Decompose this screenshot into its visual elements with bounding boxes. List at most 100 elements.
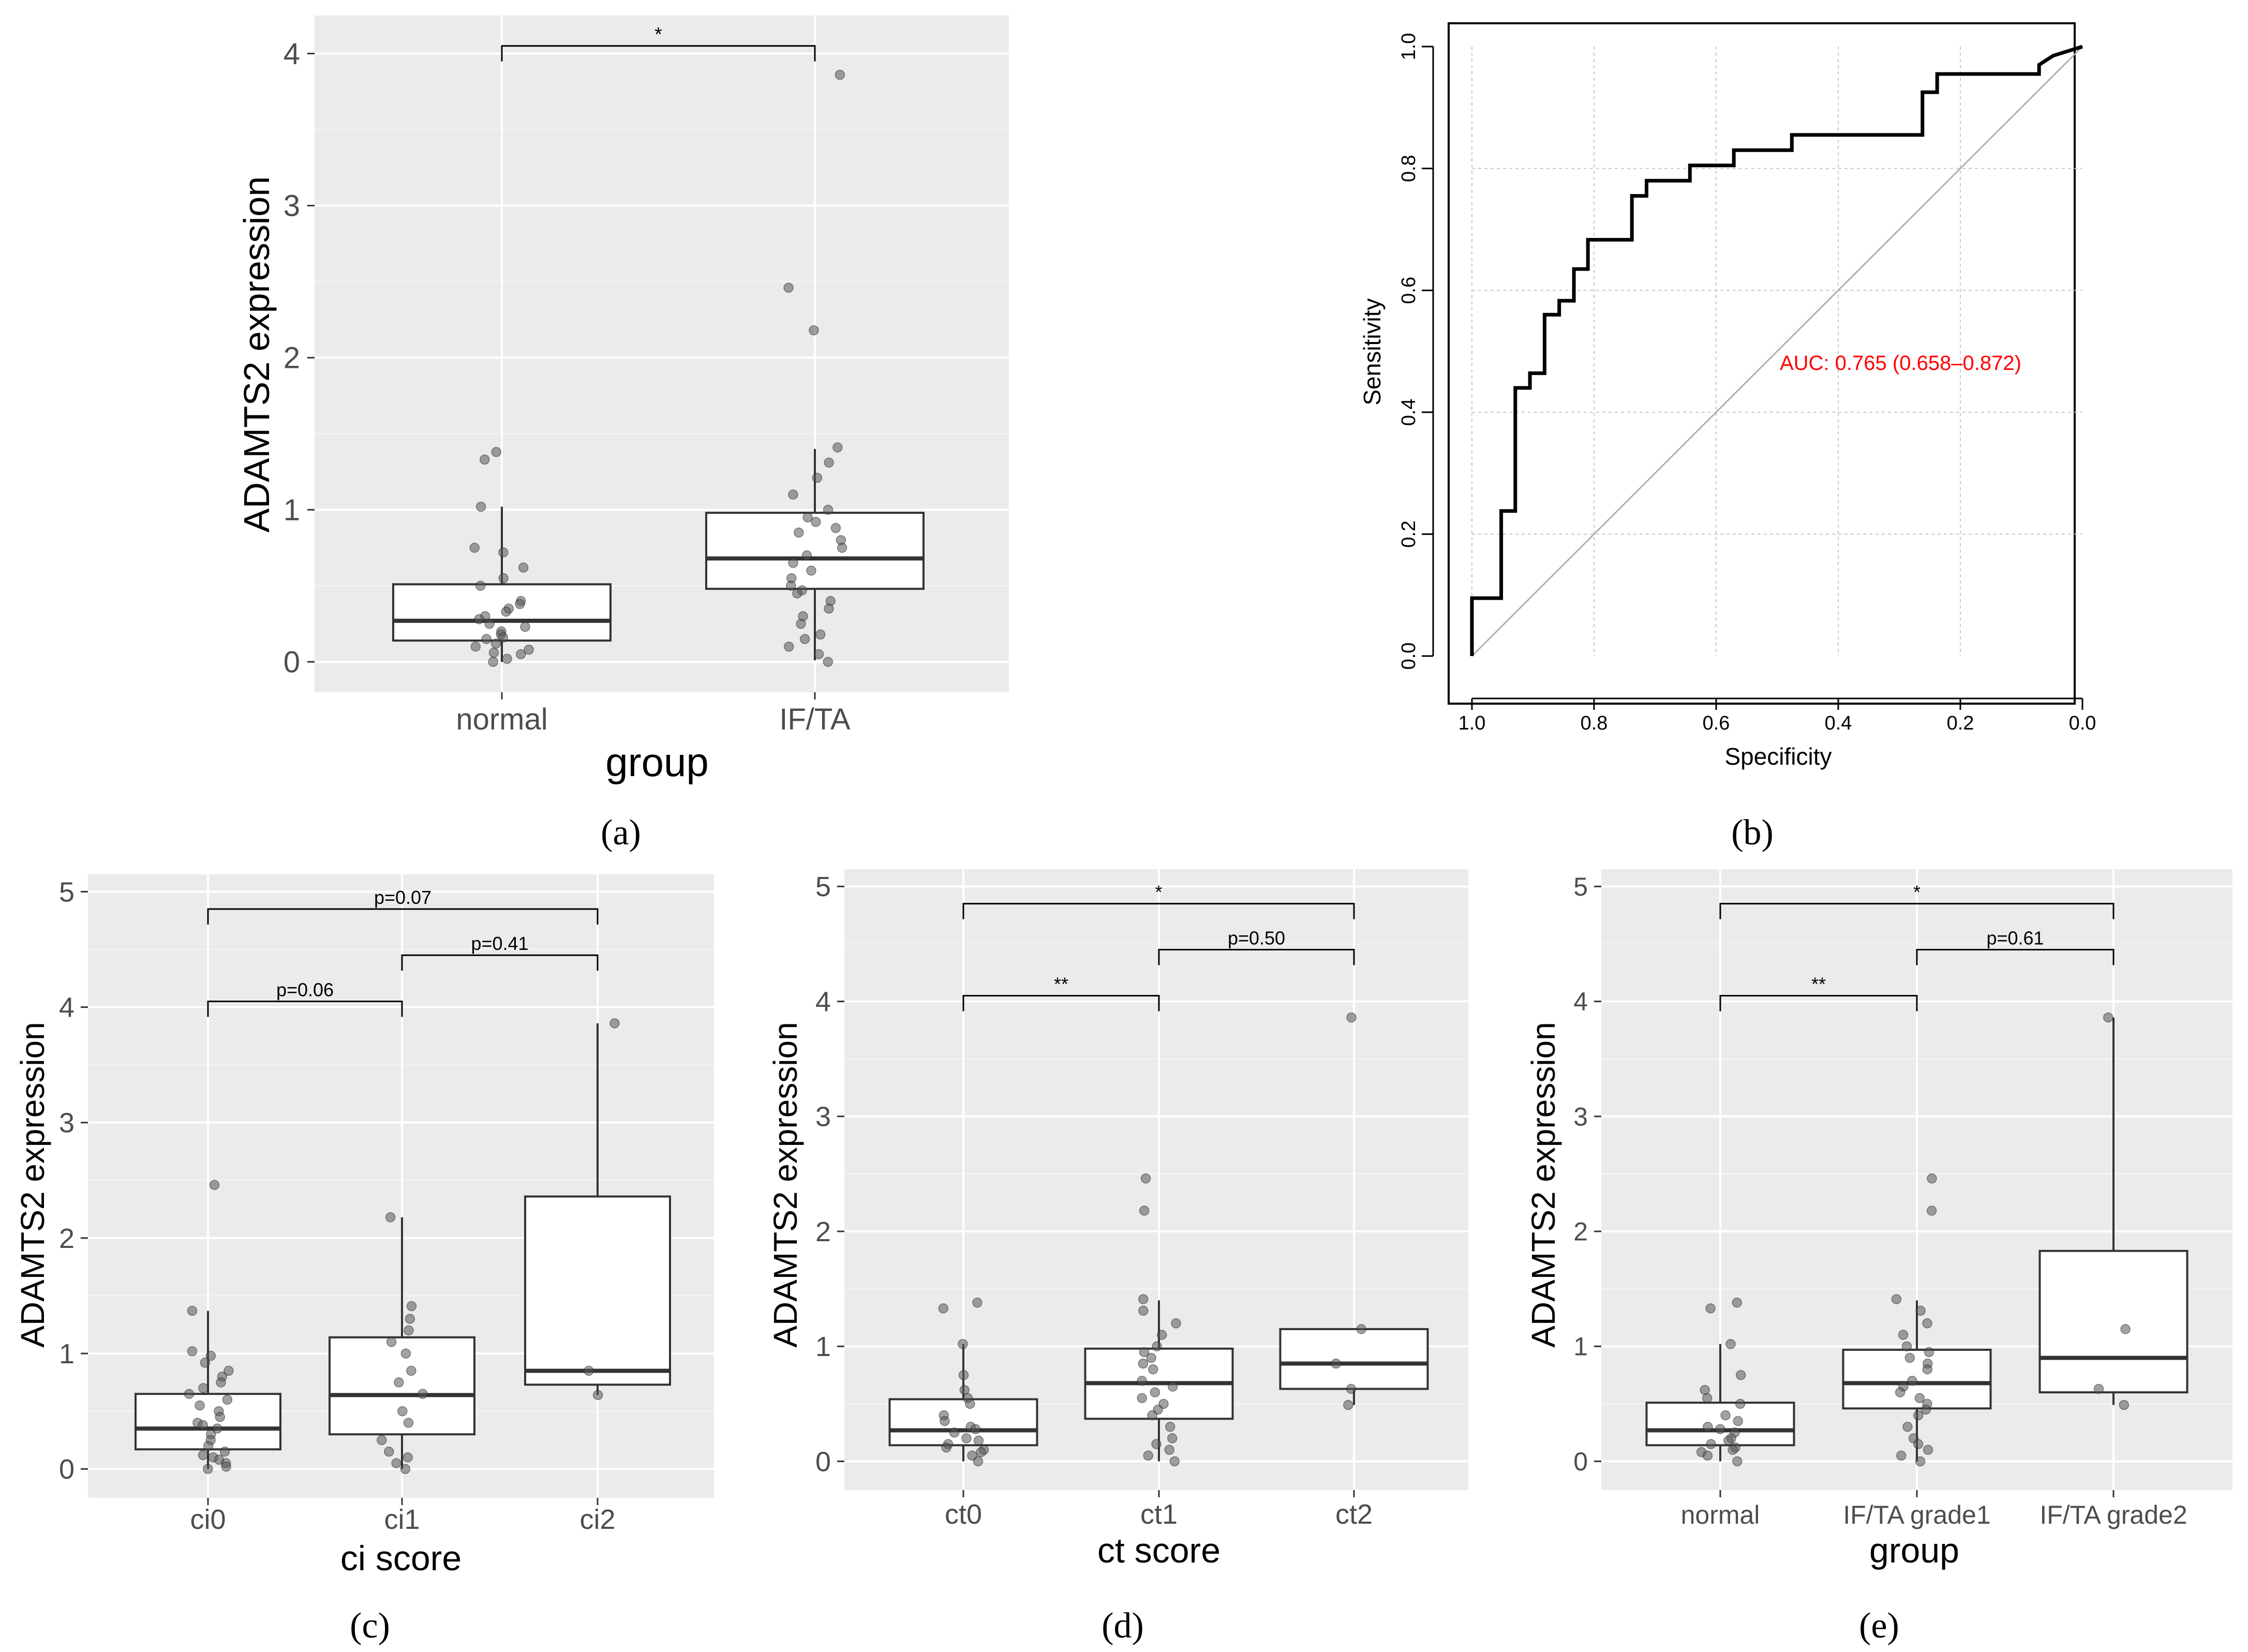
data-point: [2103, 1012, 2113, 1023]
panel-b: 0.0 0.2 0.4 0.6 0.8 1.0 1.0 0.8 0.6 0.4 0.2 0.0 AU…: [1359, 22, 2096, 853]
significance-bracket: [1719, 994, 1918, 1011]
data-point: [965, 1398, 975, 1409]
data-point: [1923, 1445, 1933, 1455]
data-point: [961, 1433, 972, 1443]
data-point: [198, 1383, 209, 1393]
data-point: [976, 1447, 986, 1457]
data-point: [184, 1389, 195, 1399]
panel-a: 0 1 2 3 4 normal IF/TA * ADAMTS2 expression g…: [236, 16, 1009, 853]
data-point: [1922, 1364, 1933, 1375]
panel-a-grid: [315, 16, 1009, 692]
panel-d-boxes: [888, 1300, 1429, 1462]
y-tick-label: 5: [59, 876, 75, 907]
data-point: [1137, 1393, 1147, 1403]
data-point: [970, 1424, 981, 1434]
y-tick-label: 1: [284, 494, 300, 527]
data-point: [1706, 1439, 1716, 1449]
data-point: [219, 1446, 230, 1457]
x-tick-label: normal: [456, 703, 547, 736]
panel-e-x-axis-title: group: [1869, 1531, 1959, 1570]
significance-label: *: [1913, 882, 1921, 903]
box-iqr: [2038, 1249, 2189, 1394]
panel-e-brackets: ** p=0.61 *: [1719, 882, 2115, 1011]
y-tick-label: 4: [59, 992, 75, 1023]
roc-x-tick-label: 0.0: [2069, 712, 2096, 734]
data-point: [609, 1018, 620, 1029]
roc-y-tick-label: 0.2: [1398, 520, 1420, 548]
data-point: [1165, 1422, 1175, 1432]
x-tick-label: ci0: [190, 1504, 226, 1535]
data-point: [216, 1377, 226, 1388]
data-point: [490, 638, 501, 649]
data-point: [221, 1462, 231, 1472]
data-point: [1140, 1173, 1151, 1184]
data-point: [796, 618, 806, 629]
data-point: [783, 282, 794, 293]
panel-e-points: [1696, 1012, 2131, 1467]
panel-a-brackets: *: [501, 24, 816, 62]
data-point: [469, 543, 480, 553]
panel-d-points: [938, 1012, 1367, 1467]
y-tick-label: 3: [284, 189, 300, 223]
data-point: [940, 1416, 950, 1426]
data-point: [406, 1365, 416, 1376]
panel-a-caption: (a): [601, 813, 641, 853]
x-tick-label: ci2: [579, 1504, 615, 1535]
data-point: [1732, 1298, 1743, 1308]
panel-d-y-ticks: 0 1 2 3 4 5: [815, 871, 844, 1477]
data-point: [406, 1301, 417, 1312]
data-point: [1164, 1445, 1174, 1455]
data-point: [1725, 1339, 1736, 1349]
panel-c: 0 1 2 3 4 5 ci0 ci1 ci2 p=0.06 p=0.41 p=0.07 ADAM…: [14, 874, 714, 1646]
data-point: [481, 634, 492, 644]
data-point: [938, 1303, 949, 1314]
data-point: [958, 1339, 968, 1349]
panel-d-caption: (d): [1101, 1606, 1144, 1646]
panel-b-reference-line: [1471, 46, 2083, 657]
data-point: [2119, 1400, 2130, 1410]
panel-c-x-axis-title: ci score: [340, 1539, 461, 1578]
data-point: [1331, 1358, 1341, 1369]
roc-x-tick-label: 0.8: [1581, 712, 1608, 734]
data-point: [202, 1464, 213, 1474]
data-point: [973, 1435, 984, 1446]
data-point: [1151, 1439, 1162, 1449]
data-point: [1143, 1450, 1154, 1461]
panel-b-plot-frame: [1448, 22, 2076, 705]
panel-d: 0 1 2 3 4 5 ct0 ct1 ct2 ** p=0.50 * ADAMTS2 expre…: [767, 869, 1468, 1646]
data-point: [788, 558, 798, 568]
data-point: [501, 606, 511, 617]
box-iqr: [1279, 1328, 1429, 1390]
data-point: [973, 1456, 984, 1467]
panel-e-y-axis-title: ADAMTS2 expression: [1525, 1022, 1562, 1348]
y-tick-label: 3: [59, 1108, 75, 1139]
panel-c-points: [184, 1018, 620, 1474]
panel-c-y-ticks: 0 1 2 3 4 5: [59, 876, 88, 1485]
significance-bracket: [1916, 949, 2115, 965]
data-point: [502, 653, 512, 664]
data-point: [224, 1365, 234, 1376]
data-point: [830, 523, 841, 533]
panel-a-x-ticks: normal IF/TA: [456, 692, 851, 736]
panel-e-boxes: [1645, 1017, 2189, 1462]
panel-b-caption: (b): [1731, 813, 1774, 853]
panel-e-caption: (e): [1859, 1606, 1899, 1646]
data-point: [784, 642, 794, 652]
data-point: [400, 1464, 411, 1474]
significance-label: p=0.07: [374, 887, 431, 908]
data-point: [1733, 1416, 1744, 1426]
data-point: [823, 504, 833, 515]
data-point: [1171, 1318, 1181, 1329]
data-point: [1720, 1410, 1731, 1421]
data-point: [1356, 1324, 1367, 1334]
panel-b-roc-curve: [1470, 44, 2083, 656]
data-point: [212, 1423, 222, 1434]
data-point: [1168, 1381, 1178, 1392]
y-tick-label: 0: [815, 1446, 831, 1477]
data-point: [470, 642, 481, 652]
data-point: [788, 489, 798, 500]
data-point: [498, 632, 509, 643]
data-point: [1728, 1445, 1738, 1455]
